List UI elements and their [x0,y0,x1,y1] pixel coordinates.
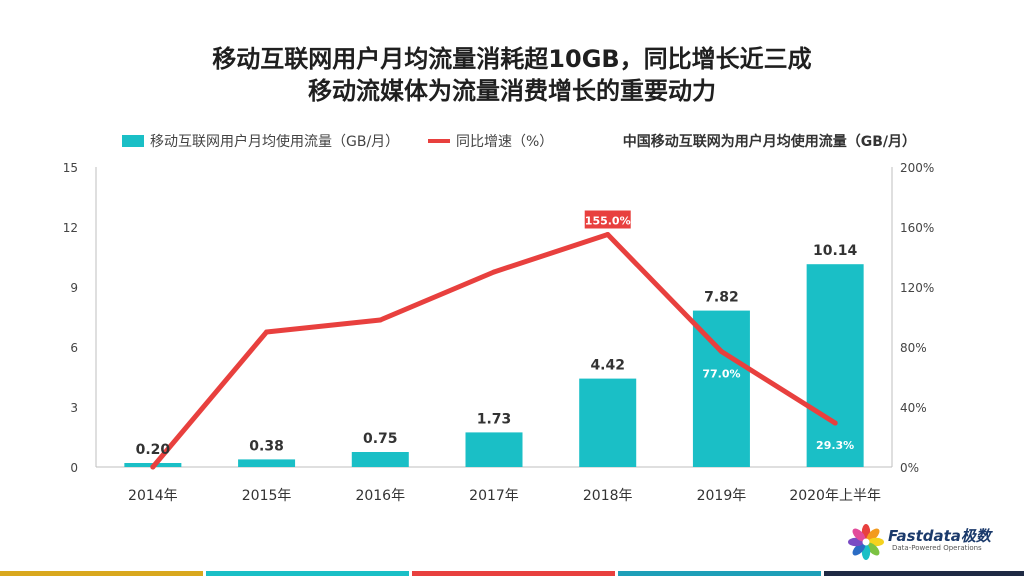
line-point [718,349,724,354]
x-tick-label: 2014年 [128,488,178,504]
bar [692,310,750,467]
bar-value-label: 0.38 [249,438,284,454]
title-line-2: 移动流媒体为流量消费增长的重要动力 [308,77,716,105]
legend-line: 同比增速（%） [428,131,553,151]
x-tick-label: 2017年 [469,488,519,504]
bar [579,378,637,467]
y-right-tick-label: 0% [900,461,919,475]
bar [806,264,864,467]
y-right-tick-label: 80% [900,341,927,355]
footer-stripe-4 [618,571,821,576]
y-left-tick-label: 12 [63,221,78,235]
growth-value-label: 77.0% [702,368,740,381]
y-left-tick-label: 15 [63,161,78,175]
title-line-1: 移动互联网用户月均流量消耗超10GB，同比增长近三成 [212,45,812,73]
line-point [264,329,270,335]
brand-logo: Fastdata极数 Data-Powered Operations [846,522,996,562]
y-right-tick-label: 40% [900,401,927,415]
x-tick-label: 2018年 [583,488,633,504]
x-tick-label: 2020年上半年 [789,488,881,504]
logo-name: Fastdata极数 [888,527,991,545]
y-right-tick-label: 200% [900,161,934,175]
y-right-tick-label: 120% [900,281,934,295]
bar-value-label: 4.42 [590,358,625,374]
footer-stripe-5 [824,571,1024,576]
bar-value-label: 10.14 [813,243,858,259]
growth-value-label: 29.3% [816,439,854,452]
y-right-tick-label: 160% [900,221,934,235]
y-left-tick-label: 0 [70,461,78,475]
footer-stripe-3 [412,571,615,576]
bar-value-label: 0.75 [363,431,398,447]
bar-value-label: 1.73 [477,411,512,427]
bar-value-label: 7.82 [704,290,739,306]
bar [238,459,296,467]
bar [351,452,409,467]
line-point [605,232,611,237]
x-tick-label: 2019年 [697,488,747,504]
y-left-tick-label: 3 [70,401,78,415]
growth-value-label: 155.0% [585,215,631,228]
line-point [832,420,838,426]
legend-bar-swatch [122,135,144,147]
chart-title: 中国移动互联网为用户月均使用流量（GB/月） [622,134,916,150]
legend-bar: 移动互联网用户月均使用流量（GB/月） [122,131,399,151]
footer-stripe-1 [0,571,203,576]
bar-value-label: 0.20 [136,442,171,458]
line-point [491,269,497,275]
flower-icon [848,524,884,560]
legend-line-swatch [428,139,450,143]
line-point [377,317,383,323]
y-left-tick-label: 9 [70,281,78,295]
legend-line-label: 同比增速（%） [456,134,554,150]
legend-bar-label: 移动互联网用户月均使用流量（GB/月） [150,134,400,150]
x-tick-label: 2015年 [242,488,292,504]
y-left-tick-label: 6 [70,341,78,355]
bar [465,432,523,467]
growth-label-box [584,210,631,229]
logo-tagline: Data-Powered Operations [892,544,982,552]
footer-stripe-2 [206,571,409,576]
line-point [150,464,156,470]
x-tick-label: 2016年 [355,488,405,504]
